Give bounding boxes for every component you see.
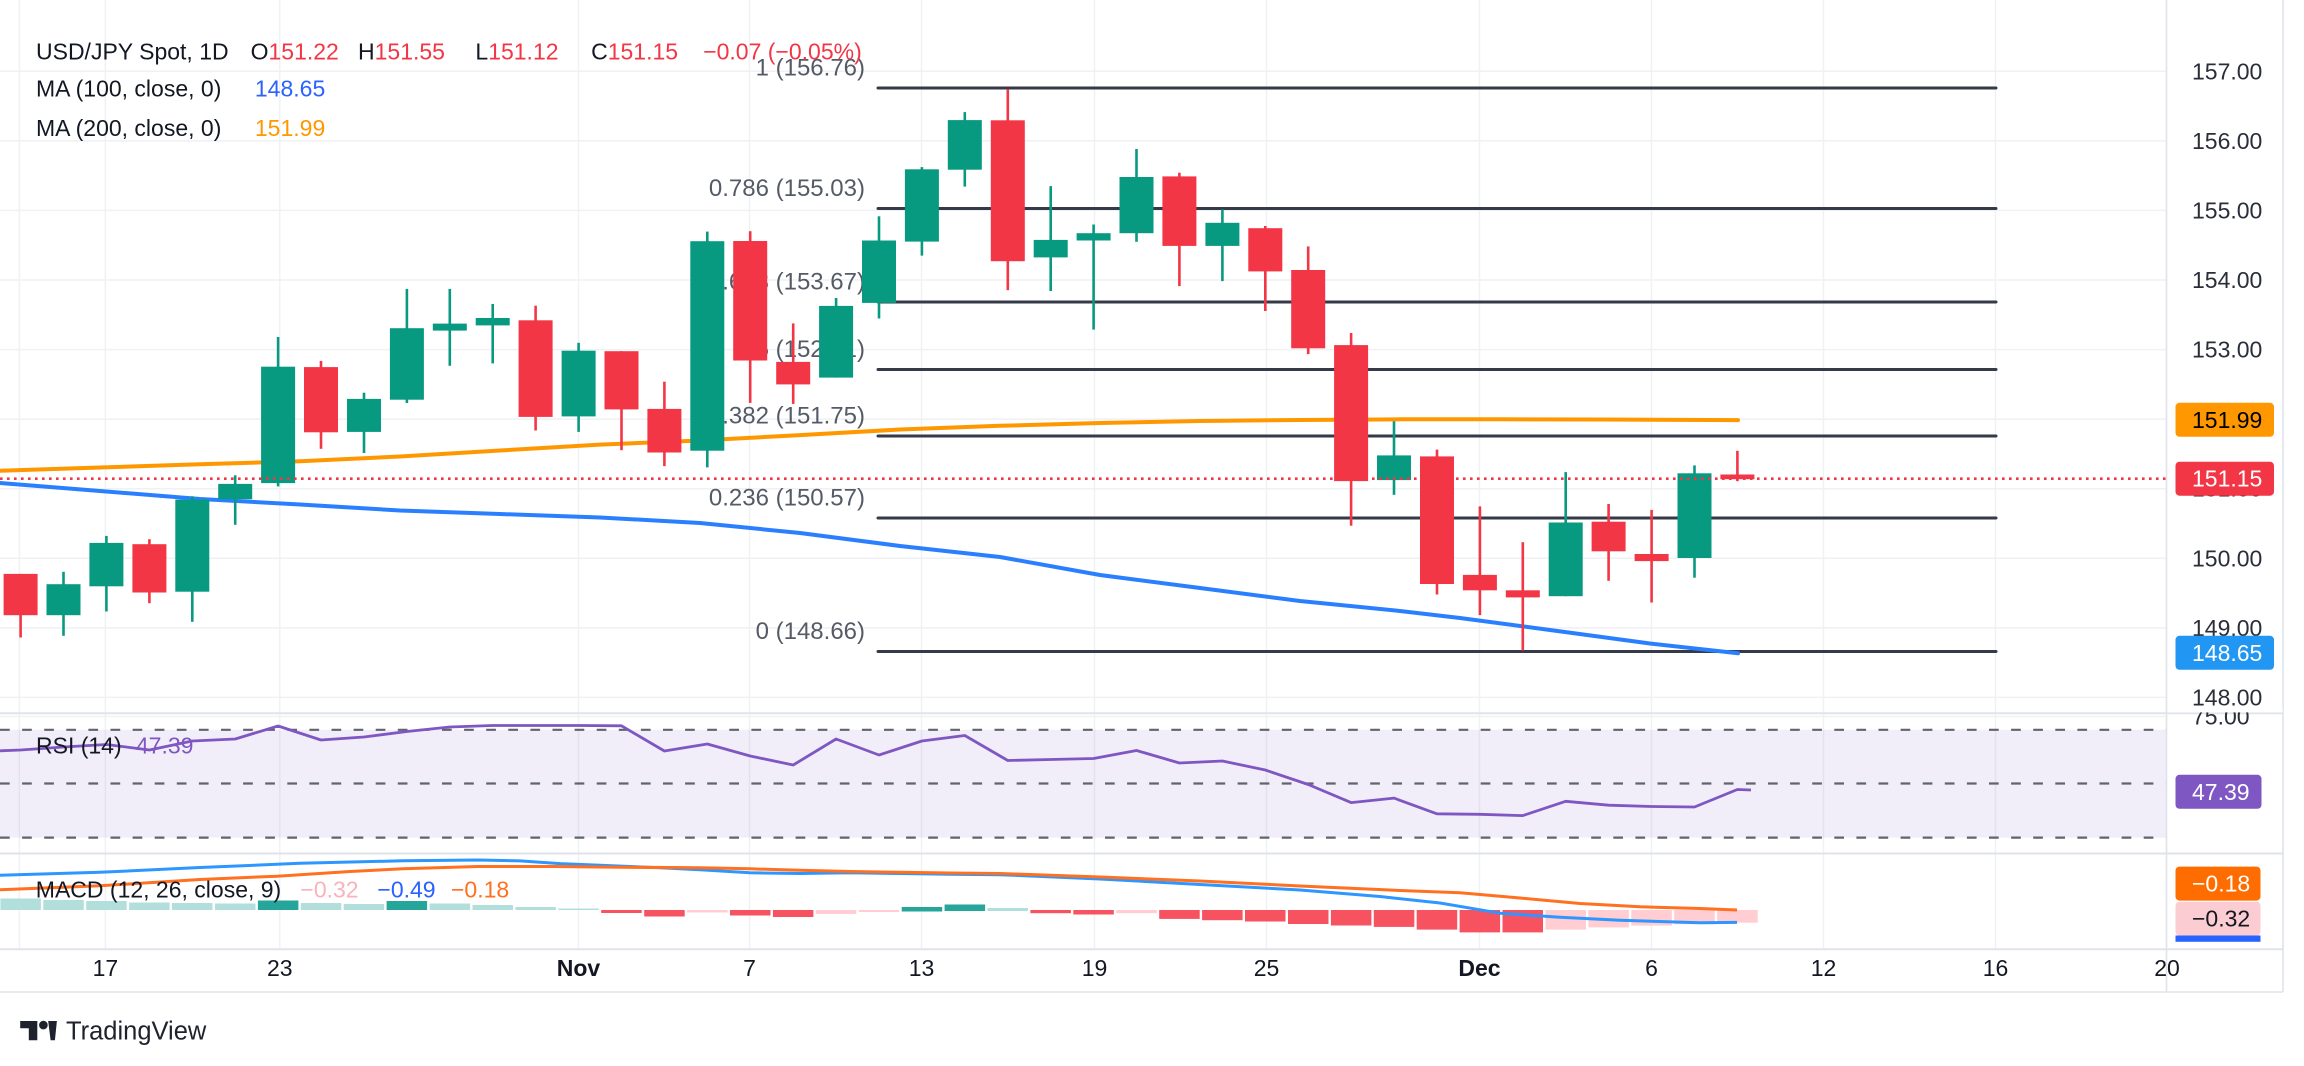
svg-text:148.65: 148.65 (2192, 640, 2262, 666)
svg-text:−0.49: −0.49 (377, 877, 435, 903)
svg-text:157.00: 157.00 (2192, 58, 2262, 84)
svg-text:151.99: 151.99 (2192, 407, 2262, 433)
svg-text:USD/JPY Spot, 1D: USD/JPY Spot, 1D (36, 39, 229, 65)
svg-text:47.39: 47.39 (136, 733, 194, 759)
svg-text:0.236 (150.57): 0.236 (150.57) (709, 485, 865, 512)
svg-text:153.00: 153.00 (2192, 337, 2262, 363)
svg-text:−0.18: −0.18 (2192, 871, 2250, 897)
svg-text:0.786 (155.03): 0.786 (155.03) (709, 175, 865, 202)
svg-text:13: 13 (909, 955, 935, 981)
svg-text:MA (200, close, 0): MA (200, close, 0) (36, 115, 221, 141)
svg-text:Dec: Dec (1458, 955, 1500, 981)
svg-text:1 (156.76): 1 (156.76) (756, 55, 865, 82)
svg-text:0.618 (153.67): 0.618 (153.67) (709, 269, 865, 296)
svg-text:Nov: Nov (557, 955, 601, 981)
svg-text:17: 17 (93, 955, 119, 981)
svg-text:156.00: 156.00 (2192, 128, 2262, 154)
svg-text:TradingView: TradingView (66, 1018, 207, 1046)
svg-text:151.99: 151.99 (255, 115, 325, 141)
svg-text:O151.22: O151.22 (251, 39, 339, 65)
svg-text:16: 16 (1983, 955, 2009, 981)
svg-text:151.15: 151.15 (2192, 466, 2262, 492)
svg-text:19: 19 (1082, 955, 1108, 981)
svg-text:12: 12 (1811, 955, 1837, 981)
svg-text:0 (148.66): 0 (148.66) (756, 618, 865, 645)
svg-text:MACD (12, 26, close, 9): MACD (12, 26, close, 9) (36, 877, 281, 903)
svg-text:H151.55: H151.55 (358, 39, 445, 65)
svg-text:C151.15: C151.15 (591, 39, 678, 65)
svg-text:47.39: 47.39 (2192, 779, 2250, 805)
svg-text:150.00: 150.00 (2192, 545, 2262, 571)
svg-text:7: 7 (743, 955, 756, 981)
svg-text:148.65: 148.65 (255, 76, 325, 102)
svg-text:154.00: 154.00 (2192, 267, 2262, 293)
svg-text:155.00: 155.00 (2192, 197, 2262, 223)
svg-text:−0.07 (−0.05%): −0.07 (−0.05%) (703, 39, 862, 65)
svg-text:MA (100, close, 0): MA (100, close, 0) (36, 76, 221, 102)
svg-text:20: 20 (2154, 955, 2180, 981)
svg-text:RSI (14): RSI (14) (36, 733, 122, 759)
svg-text:6: 6 (1645, 955, 1658, 981)
svg-text:−0.32: −0.32 (2192, 906, 2250, 932)
svg-text:−0.18: −0.18 (451, 877, 509, 903)
svg-text:−0.32: −0.32 (300, 877, 358, 903)
svg-text:0.382 (151.75): 0.382 (151.75) (709, 403, 865, 430)
svg-text:25: 25 (1254, 955, 1280, 981)
svg-text:L151.12: L151.12 (475, 39, 558, 65)
svg-text:23: 23 (267, 955, 293, 981)
